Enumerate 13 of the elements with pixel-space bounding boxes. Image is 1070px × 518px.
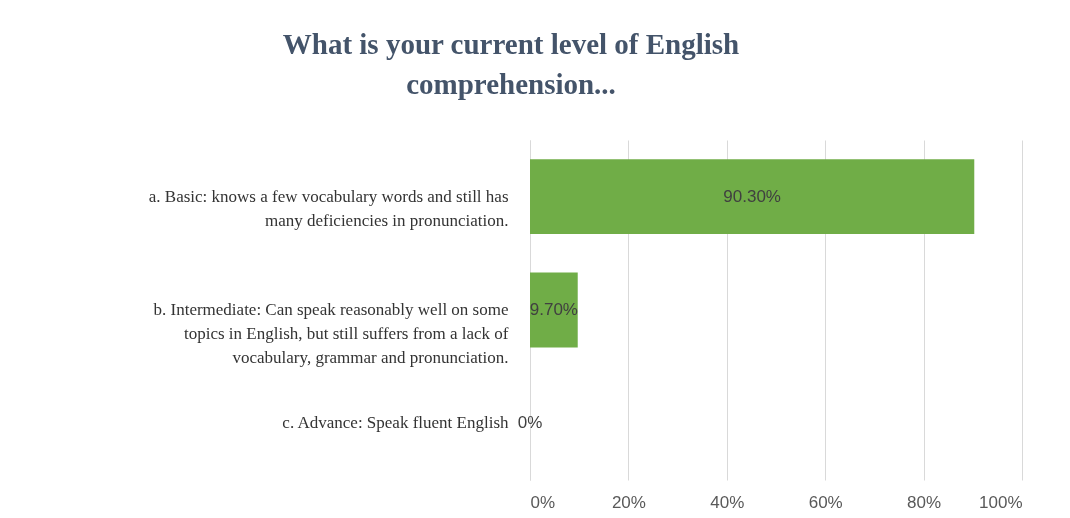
x-tick-label: 40% [710, 492, 745, 512]
data-label: 9.70% [529, 300, 578, 319]
y-tick-label: a. Basic: knows a few vocabulary words and still has many deficiencies in pronunciation. [148, 186, 509, 230]
y-tick-label: b. Intermediate: Can speak reasonably well on some topics in English, but still suffers from a lack of vocabulary, grammar and pronunciation. [153, 300, 509, 367]
chart-title: What is your current level of English comprehension... [282, 28, 740, 100]
x-tick-label: 20% [611, 492, 646, 512]
x-tick-label: 100% [979, 492, 1023, 512]
data-label: 0% [517, 413, 543, 433]
data-label: 90.30% [723, 186, 781, 206]
x-tick-label: 60% [808, 492, 843, 512]
x-tick-label: 80% [907, 492, 942, 512]
x-tick-label: 0% [530, 492, 556, 512]
y-tick-label: c. Advance: Speak fluent English [282, 413, 509, 433]
